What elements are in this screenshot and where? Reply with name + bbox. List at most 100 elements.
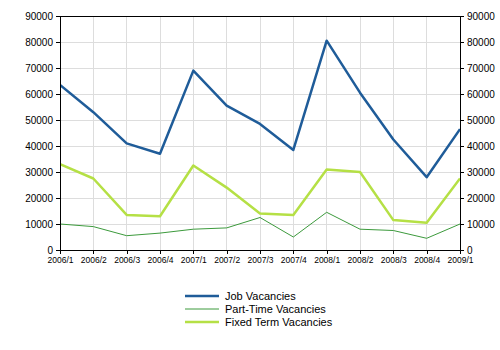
tick-label: 2007/1 (181, 255, 207, 265)
grid-line-x (193, 16, 194, 250)
tick-label: 50000 (467, 115, 495, 126)
y-axis: 0100002000030000400005000060000700008000… (25, 11, 60, 256)
x-axis: 2006/1 2006/2 2006/3 2006/4 2007/1 2007/2 2007… (48, 250, 474, 265)
tick: 90000 (460, 11, 495, 22)
tick-mark (60, 250, 61, 254)
tick: 10000 (460, 219, 495, 230)
legend-label: Fixed Term Vacancies (225, 316, 333, 328)
tick: 40000 (25, 141, 60, 152)
tick: 2008/1 (314, 250, 340, 265)
tick-label: 60000 (25, 89, 53, 100)
tick-label: 30000 (25, 167, 53, 178)
tick-mark (460, 250, 461, 254)
tick: 2007/1 (181, 250, 207, 265)
tick-mark (460, 42, 464, 43)
tick: 80000 (25, 37, 60, 48)
tick-label: 2008/3 (381, 255, 407, 265)
axis-line (61, 251, 461, 255)
tick-mark (460, 16, 464, 17)
tick: 70000 (460, 63, 495, 74)
legend-swatch (185, 295, 219, 298)
tick-label: 10000 (467, 219, 495, 230)
series-line (60, 164, 460, 223)
tick-label: 2007/4 (281, 255, 307, 265)
tick-mark (127, 250, 128, 254)
tick-mark (460, 68, 464, 69)
axis-line (56, 17, 61, 251)
tick-mark (160, 250, 161, 254)
legend-label: Part-Time Vacancies (225, 303, 326, 315)
legend-swatch (185, 309, 219, 310)
tick-mark (56, 198, 60, 199)
tick: 10000 (25, 219, 60, 230)
legend-swatch (185, 321, 219, 324)
tick-label: 2007/3 (248, 255, 274, 265)
tick-mark (56, 146, 60, 147)
legend-item: Fixed Term Vacancies (185, 316, 333, 328)
tick-mark (227, 250, 228, 254)
tick-label: 2006/1 (48, 255, 74, 265)
series-line (60, 41, 460, 178)
tick: 60000 (25, 89, 60, 100)
tick-mark (460, 146, 464, 147)
tick-label: 20000 (25, 193, 53, 204)
tick-label: 2008/2 (348, 255, 374, 265)
tick-label: 80000 (467, 37, 495, 48)
tick-mark (460, 94, 464, 95)
tick: 60000 (460, 89, 495, 100)
tick: 90000 (25, 11, 60, 22)
tick: 2008/4 (414, 250, 440, 265)
tick-label: 70000 (25, 63, 53, 74)
tick-mark (193, 250, 194, 254)
tick-label: 40000 (25, 141, 53, 152)
tick-mark (93, 250, 94, 254)
tick: 2008/3 (381, 250, 407, 265)
tick-mark (56, 120, 60, 121)
lines (60, 41, 460, 239)
tick-mark (260, 250, 261, 254)
tick-label: 10000 (25, 219, 53, 230)
tick: 2007/4 (281, 250, 307, 265)
tick-mark (460, 198, 464, 199)
tick-mark (460, 224, 464, 225)
tick-mark (56, 42, 60, 43)
tick-mark (460, 120, 464, 121)
tick-label: 2008/4 (414, 255, 440, 265)
grid (60, 16, 460, 250)
tick-label: 2006/3 (114, 255, 140, 265)
tick: 70000 (25, 63, 60, 74)
tick: 2007/2 (214, 250, 240, 265)
tick-label: 2009/1 (448, 255, 474, 265)
tick-label: 2007/2 (214, 255, 240, 265)
tick: 30000 (460, 167, 495, 178)
y2-axis: 0100002000030000400005000060000700008000… (460, 11, 495, 256)
tick: 80000 (460, 37, 495, 48)
legend-item: Part-Time Vacancies (185, 303, 326, 315)
tick-mark (360, 250, 361, 254)
tick-mark (427, 250, 428, 254)
grid-line-x (360, 16, 361, 250)
tick-label: 60000 (467, 89, 495, 100)
grid-line-x (226, 16, 227, 250)
grid-line-x (260, 16, 261, 250)
tick-label: 2006/2 (81, 255, 107, 265)
tick-label: 20000 (467, 193, 495, 204)
tick-mark (293, 250, 294, 254)
grid-line-x (93, 16, 94, 250)
tick-label: 90000 (25, 11, 53, 22)
legend-label: Job Vacancies (225, 290, 296, 302)
tick-label: 90000 (467, 11, 495, 22)
tick: 50000 (460, 115, 495, 126)
tick-mark (460, 172, 464, 173)
tick: 2006/4 (148, 250, 174, 265)
tick-label: 70000 (467, 63, 495, 74)
tick: 20000 (460, 193, 495, 204)
plot-frame (60, 16, 460, 250)
series-line (60, 212, 460, 238)
tick: 2006/2 (81, 250, 107, 265)
tick: 2006/3 (114, 250, 140, 265)
tick: 2006/1 (48, 250, 74, 265)
axis-line (461, 17, 465, 251)
tick-mark (56, 68, 60, 69)
tick-label: 40000 (467, 141, 495, 152)
